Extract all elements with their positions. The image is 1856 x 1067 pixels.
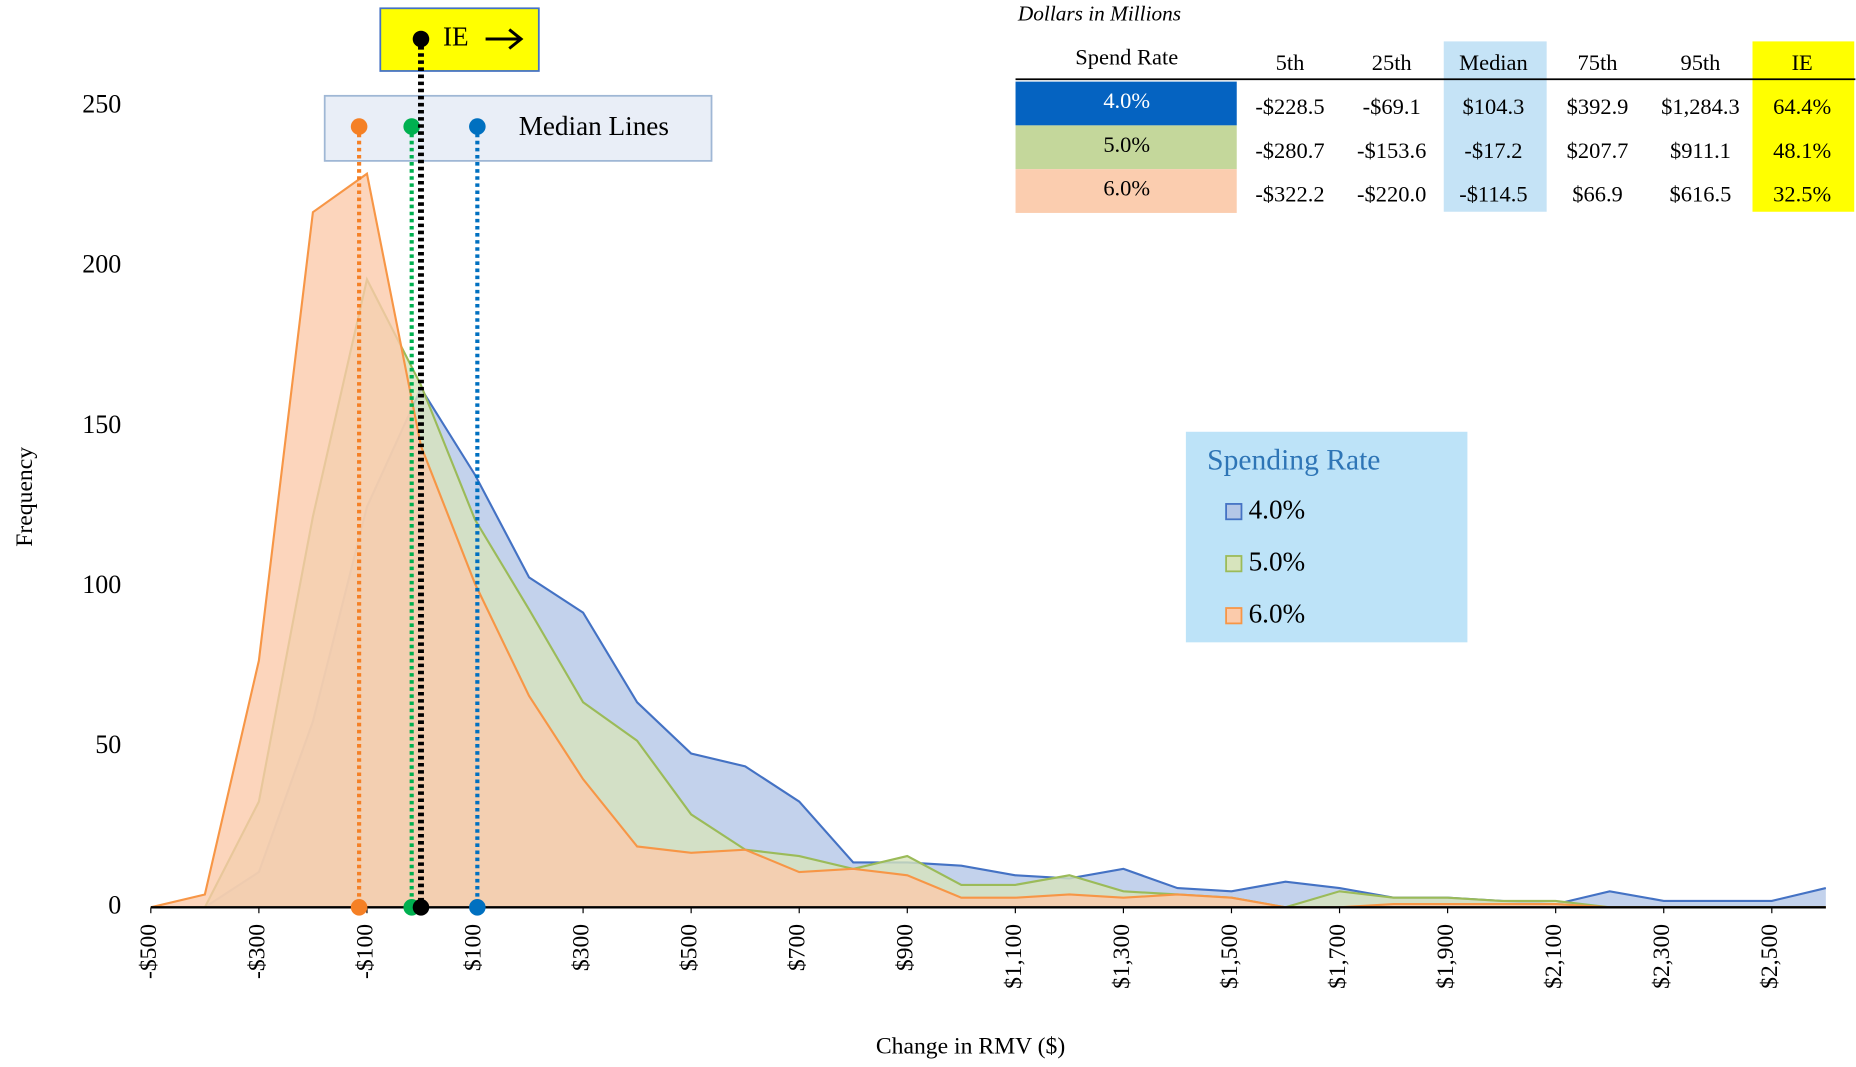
- series-line: [150, 171, 1826, 909]
- table-cell: $207.7: [1567, 138, 1629, 163]
- x-tick-label: $2,500: [1757, 924, 1783, 989]
- x-tick-label: -$500: [136, 924, 162, 979]
- median-line-top-dot: [403, 118, 420, 135]
- table-header: Median: [1459, 50, 1528, 75]
- legend-title: Spending Rate: [1207, 444, 1380, 476]
- x-tick-label: $100: [460, 924, 486, 971]
- legend-swatch: [1225, 607, 1243, 625]
- table-cell: $911.1: [1670, 138, 1731, 163]
- x-tick-label: $1,900: [1433, 924, 1459, 989]
- table-cell: -$69.1: [1363, 94, 1421, 119]
- table-cell: $392.9: [1567, 94, 1629, 119]
- x-tick-label: $500: [677, 924, 703, 971]
- table-cell: -$153.6: [1357, 138, 1426, 163]
- row-label: 6.0%: [1103, 176, 1150, 201]
- y-tick-label: 100: [82, 570, 121, 599]
- area: [150, 173, 1826, 908]
- y-tick-label: 0: [108, 890, 121, 919]
- area: [150, 279, 1826, 908]
- table-cell: 32.5%: [1773, 182, 1831, 207]
- median-line-bottom-dot: [469, 899, 486, 916]
- row-label: 5.0%: [1103, 132, 1150, 157]
- y-tick-label: 150: [82, 410, 121, 439]
- y-tick-label: 50: [95, 730, 121, 759]
- table-cell: -$114.5: [1459, 182, 1527, 207]
- x-tick-label: $1,100: [1001, 924, 1027, 989]
- table-cell: 64.4%: [1773, 94, 1831, 119]
- x-tick-label: $1,700: [1325, 924, 1351, 989]
- table-header: 25th: [1372, 50, 1412, 75]
- median-column-bg: [1443, 41, 1547, 212]
- table-header: 95th: [1680, 50, 1720, 75]
- row-label-bg: [1015, 81, 1237, 126]
- row-label-bg: [1015, 169, 1237, 213]
- legend-label: 4.0%: [1249, 494, 1306, 524]
- x-tick-label: $2,300: [1649, 924, 1675, 989]
- table-cell: $1,284.3: [1661, 94, 1740, 119]
- table-cell: $616.5: [1670, 182, 1732, 207]
- table-header: IE: [1792, 50, 1813, 75]
- median-line-top-dot: [469, 118, 486, 135]
- x-tick-label: -$100: [352, 924, 378, 979]
- table-header: Spend Rate: [1075, 44, 1178, 69]
- y-axis-label: Frequency: [12, 447, 38, 547]
- x-tick-label: $2,100: [1541, 924, 1567, 989]
- ie-column-bg: [1752, 41, 1855, 212]
- x-tick-label: $700: [785, 924, 811, 971]
- stats-table: Spend Rate 5th 25th Median 75th 95th IE 4.0% -$2…: [1015, 41, 1856, 213]
- table-cell: -$322.2: [1255, 182, 1324, 207]
- median-line-bottom-dot: [350, 899, 368, 916]
- table-cell: -$17.2: [1464, 138, 1522, 163]
- table-cell: $104.3: [1463, 94, 1525, 119]
- median-line-top-dot: [350, 118, 368, 135]
- table-cell: 48.1%: [1773, 138, 1831, 163]
- legend-label: 6.0%: [1249, 599, 1306, 629]
- table-header: 5th: [1276, 50, 1305, 75]
- ie-line-bottom-dot: [412, 899, 430, 916]
- y-tick-label: 200: [82, 250, 121, 279]
- ie-label: IE: [443, 21, 469, 51]
- legend-swatch: [1225, 555, 1243, 573]
- ie-line-top-dot: [412, 30, 430, 48]
- x-tick-label: $1,500: [1217, 924, 1243, 989]
- x-tick-label: $1,300: [1109, 924, 1135, 989]
- table-header: 75th: [1578, 50, 1618, 75]
- row-label-bg: [1015, 125, 1237, 170]
- median-lines-label: Median Lines: [519, 111, 669, 141]
- median-lines-box: [323, 94, 713, 162]
- x-tick-label: $900: [893, 924, 919, 971]
- x-axis-label: Change in RMV ($): [876, 1033, 1065, 1059]
- table-cell: -$280.7: [1255, 138, 1324, 163]
- legend-swatch: [1225, 503, 1243, 521]
- legend-label: 5.0%: [1249, 546, 1306, 576]
- series-line: [150, 276, 1826, 909]
- plot-area: [150, 171, 1827, 914]
- x-tick-label: $300: [569, 924, 595, 971]
- table-cell: -$220.0: [1357, 182, 1426, 207]
- ie-arrow: [485, 28, 524, 50]
- table-note: Dollars in Millions: [1017, 1, 1181, 25]
- row-label: 4.0%: [1103, 88, 1150, 113]
- x-tick-label: -$300: [244, 924, 270, 979]
- y-tick-label: 250: [82, 89, 121, 118]
- table-cell: -$228.5: [1255, 94, 1324, 119]
- table-cell: $66.9: [1572, 182, 1623, 207]
